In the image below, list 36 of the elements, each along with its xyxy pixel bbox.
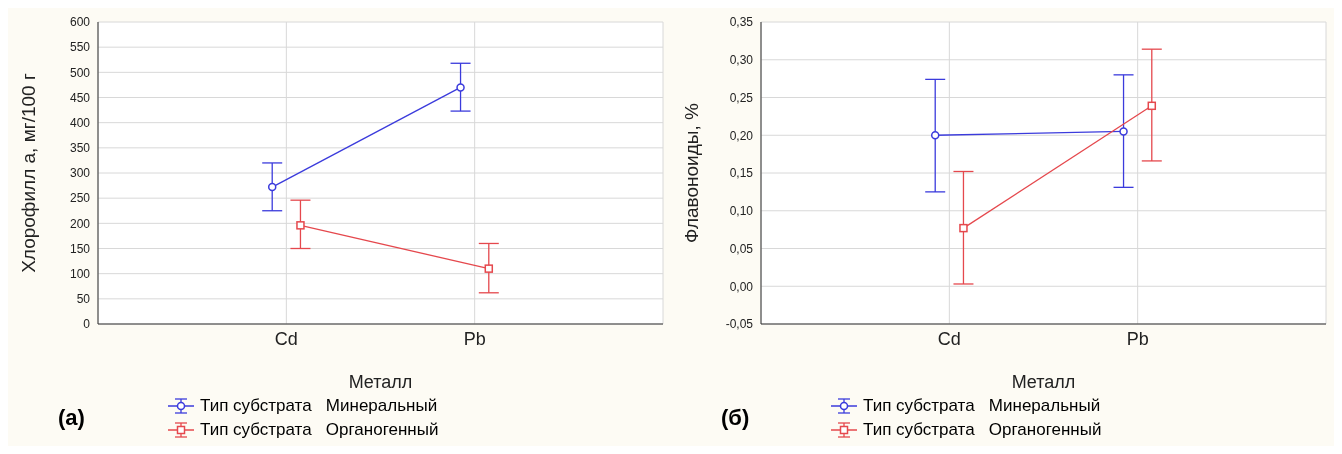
- y-tick-label: 350: [69, 141, 91, 156]
- legend-label: Тип субстрата Органогенный: [200, 419, 439, 441]
- y-tick-label: 0,35: [729, 15, 754, 30]
- y-axis-title: Хлорофилл а, мг/100 г: [17, 73, 39, 273]
- text: (а): [58, 405, 86, 431]
- text: (б): [721, 405, 751, 431]
- x-tick-label: Cd: [937, 328, 961, 349]
- y-tick-label: 100: [69, 266, 91, 281]
- x-tick-label: Pb: [463, 328, 486, 349]
- y-tick-label: 200: [69, 216, 91, 231]
- y-tick-label: 0,25: [729, 90, 754, 105]
- legend-label: Тип субстрата Минеральный: [200, 395, 438, 417]
- y-tick-label: 0,15: [729, 166, 754, 181]
- y-tick-label: 0,30: [729, 53, 754, 68]
- y-tick-label: -0,05: [725, 317, 754, 332]
- y-tick-label: 500: [69, 65, 91, 80]
- y-tick-label: 550: [69, 40, 91, 55]
- y-tick-label: 0,00: [729, 279, 754, 294]
- y-tick-label: 600: [69, 15, 91, 30]
- y-tick-label: 300: [69, 166, 91, 181]
- y-tick-label: 450: [69, 90, 91, 105]
- y-tick-label: 400: [69, 115, 91, 130]
- x-axis-title: Металл: [1011, 372, 1076, 392]
- y-axis-title: Флавоноиды, %: [680, 103, 702, 243]
- y-tick-label: 150: [69, 241, 91, 256]
- y-tick-label: 0,20: [729, 128, 754, 143]
- x-tick-label: Cd: [274, 328, 298, 349]
- y-tick-label: 0: [83, 317, 91, 332]
- y-tick-label: 0,10: [729, 204, 754, 219]
- y-tick-label: 50: [76, 292, 91, 307]
- legend-label: Тип субстрата Органогенный: [863, 419, 1102, 441]
- x-axis-title: Металл: [348, 372, 413, 392]
- x-tick-label: Pb: [1126, 328, 1149, 349]
- y-tick-label: 0,05: [729, 241, 754, 256]
- legend-label: Тип субстрата Минеральный: [863, 395, 1101, 417]
- y-tick-label: 250: [69, 191, 91, 206]
